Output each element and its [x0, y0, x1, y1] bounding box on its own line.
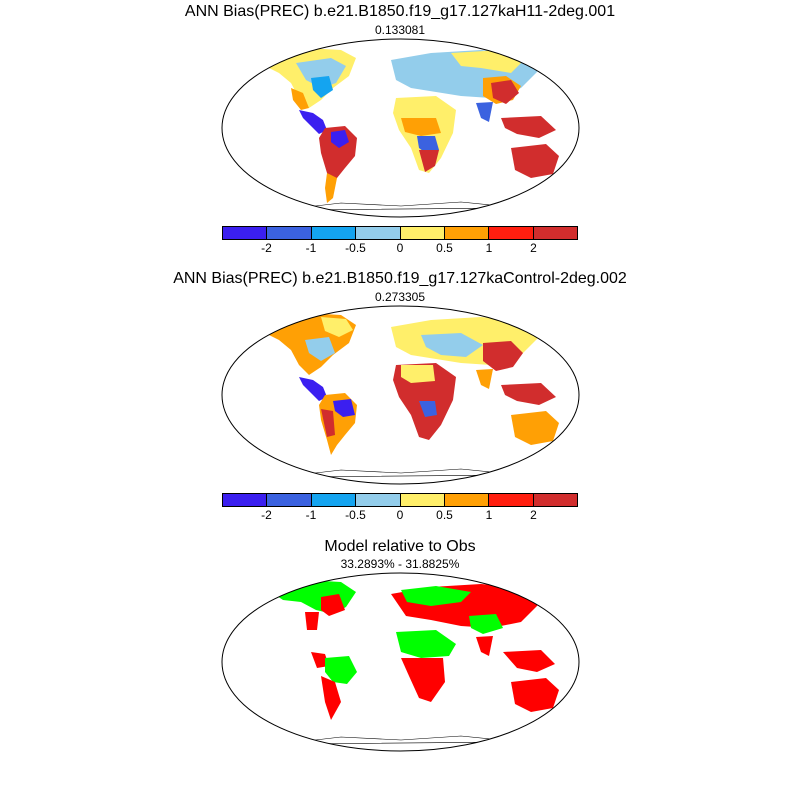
- panel2-colorbar-labels: -2 -1 -0.5 0 0.5 1 2: [222, 508, 578, 524]
- panel1-title: ANN Bias(PREC) b.e21.B1850.f19_g17.127ka…: [184, 3, 616, 20]
- colorbar-tick-label: -1: [305, 508, 317, 522]
- colorbar-swatch: [356, 227, 401, 239]
- southeast-asia-region: [503, 650, 555, 672]
- colorbar-swatch: [400, 227, 445, 239]
- africa-region: [401, 365, 435, 383]
- southeast-asia-region: [501, 383, 556, 405]
- eurasia-region: [491, 80, 519, 104]
- central-america-region: [311, 652, 329, 668]
- panel1-map: [221, 38, 580, 218]
- eurasia-region: [483, 341, 523, 371]
- panel2-colorbar: [222, 493, 578, 507]
- panel1-subtitle: 0.133081: [374, 23, 426, 37]
- colorbar-tick-label: 2: [530, 241, 537, 255]
- central-america-region: [299, 377, 327, 401]
- colorbar-swatch: [311, 494, 357, 506]
- colorbar-swatch: [267, 227, 312, 239]
- colorbar-swatch: [444, 227, 490, 239]
- north-america-region: [296, 58, 346, 88]
- africa-region: [396, 630, 456, 658]
- panel3-map: [221, 572, 580, 752]
- colorbar-swatch: [444, 494, 490, 506]
- panel2-subtitle: 0.273305: [374, 290, 426, 304]
- north-america-region: [321, 594, 345, 616]
- north-america-region: [305, 612, 319, 630]
- africa-region: [419, 150, 439, 172]
- africa-region: [401, 658, 445, 702]
- colorbar-tick-label: 1: [485, 241, 493, 255]
- southeast-asia-region: [501, 116, 556, 138]
- colorbar-tick-label: 1: [485, 508, 493, 522]
- panel1-colorbar-labels: -2 -1 -0.5 0 0.5 1 2: [222, 241, 578, 257]
- africa-region: [401, 118, 441, 136]
- colorbar-tick-label: -0.5: [345, 241, 366, 255]
- panel2-title: ANN Bias(PREC) b.e21.B1850.f19_g17.127ka…: [173, 270, 627, 287]
- eurasia-region: [421, 333, 483, 357]
- australia-region: [511, 144, 559, 178]
- africa-region: [419, 401, 437, 417]
- south-asia-region: [476, 102, 493, 122]
- australia-region: [511, 411, 559, 445]
- colorbar-tick-label: -0.5: [345, 508, 366, 522]
- south-asia-region: [476, 369, 493, 389]
- eurasia-region: [401, 586, 471, 606]
- colorbar-swatch: [267, 494, 312, 506]
- colorbar-swatch: [311, 227, 357, 239]
- colorbar-tick-label: 2: [530, 508, 537, 522]
- north-america-region: [291, 88, 309, 110]
- africa-region: [417, 136, 439, 154]
- colorbar-swatch: [533, 494, 577, 506]
- north-america-region: [305, 337, 335, 361]
- north-america-region: [311, 76, 333, 98]
- colorbar-tick-label: 0: [396, 508, 404, 522]
- panel1-colorbar: [222, 226, 578, 240]
- south-asia-region: [476, 636, 493, 656]
- south-america-region: [331, 130, 349, 148]
- panel2-map: [221, 305, 580, 485]
- colorbar-tick-label: -1: [305, 241, 317, 255]
- colorbar-swatch: [223, 494, 268, 506]
- colorbar-swatch: [489, 494, 534, 506]
- south-america-region: [321, 409, 335, 437]
- panel3-title: Model relative to Obs: [324, 538, 476, 555]
- colorbar-swatch: [400, 494, 445, 506]
- south-america-region: [325, 656, 357, 684]
- colorbar-tick-label: -2: [261, 241, 272, 255]
- colorbar-swatch: [356, 494, 401, 506]
- panel3-subtitle: 33.2893% - 31.8825%: [340, 557, 460, 571]
- colorbar-tick-label: 0.5: [436, 241, 453, 255]
- south-america-region: [333, 399, 355, 417]
- colorbar-tick-label: 0.5: [436, 508, 453, 522]
- eurasia-region: [469, 614, 503, 634]
- colorbar-swatch: [489, 227, 534, 239]
- south-america-region: [321, 676, 341, 720]
- south-america-region: [325, 173, 337, 203]
- colorbar-tick-label: -2: [261, 508, 272, 522]
- colorbar-swatch: [533, 227, 577, 239]
- australia-region: [511, 678, 559, 712]
- central-america-region: [299, 110, 327, 134]
- colorbar-swatch: [223, 227, 268, 239]
- colorbar-tick-label: 0: [396, 241, 404, 255]
- north-america-region: [321, 317, 353, 337]
